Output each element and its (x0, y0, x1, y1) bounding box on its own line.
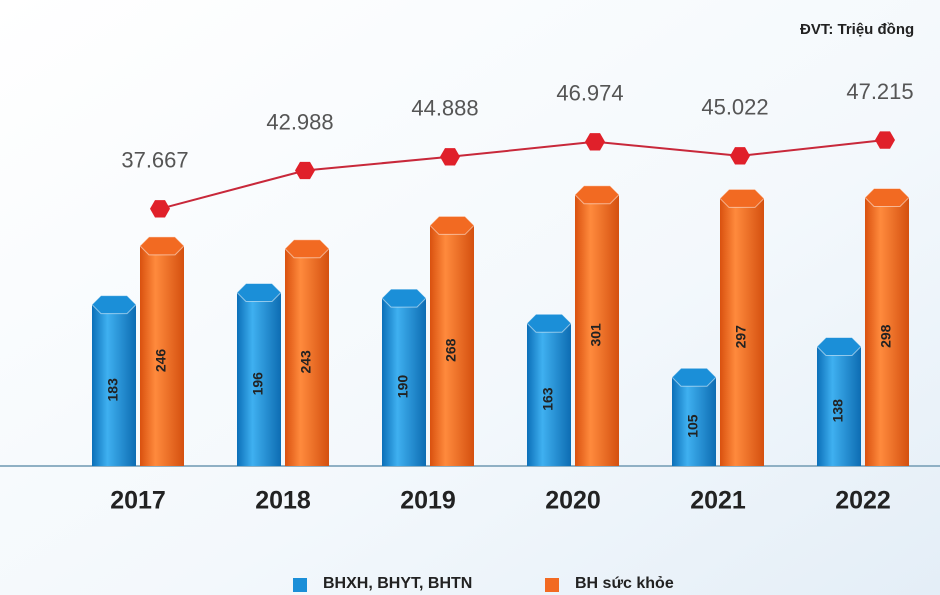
x-tick-label: 2019 (400, 487, 456, 515)
legend-label: BHXH, BHYT, BHTN (323, 575, 472, 592)
bar-value-label: 183 (105, 378, 121, 402)
bar-body (237, 292, 281, 466)
bar (284, 239, 330, 466)
bar-body (720, 198, 764, 466)
bar-value-label: 190 (395, 375, 411, 399)
bar (816, 336, 862, 466)
bar (719, 188, 765, 466)
bar-body (527, 323, 571, 466)
unit-note: ĐVT: Triệu đồng (800, 21, 914, 38)
bar-cap (139, 236, 185, 256)
bar-body (817, 346, 861, 466)
line-value-label: 47.215 (846, 79, 913, 104)
line-marker (295, 161, 315, 180)
x-tick-label: 2020 (545, 487, 601, 515)
bar (526, 313, 572, 466)
bar-cap (574, 185, 620, 205)
bar-value-label: 138 (830, 399, 846, 423)
bar (91, 295, 137, 466)
bar-value-label: 105 (685, 414, 701, 438)
bar-body (382, 298, 426, 466)
line (159, 139, 886, 210)
bar-value-label: 297 (733, 325, 749, 349)
bar (864, 187, 910, 467)
line-marker (875, 131, 895, 149)
bar-cap (671, 367, 717, 387)
x-tick-label: 2017 (110, 487, 166, 515)
line-value-label: 45.022 (701, 95, 768, 120)
line-marker (150, 200, 170, 218)
bar-value-label: 301 (588, 323, 604, 347)
bar-cap (236, 282, 282, 302)
bar-cap (91, 295, 137, 315)
bar-cap (719, 188, 765, 208)
bar (671, 367, 717, 466)
line-value-label: 42.988 (266, 109, 333, 134)
bar-value-label: 163 (540, 387, 556, 411)
line-marker (585, 133, 605, 151)
bar (139, 236, 185, 466)
bar (236, 282, 282, 466)
legend-swatch (545, 578, 559, 592)
bar-body (672, 377, 716, 466)
bar-cap (816, 336, 862, 356)
bar-cap (429, 215, 475, 235)
bar-body (865, 197, 909, 467)
legend-label: BH sức khỏe (575, 575, 674, 592)
bar-cap (526, 313, 572, 333)
bar-value-label: 196 (250, 372, 266, 396)
line-value-label: 37.667 (121, 148, 188, 173)
bar-value-label: 298 (878, 324, 894, 348)
bar-body (430, 225, 474, 466)
bar-body (140, 245, 184, 466)
bar (574, 185, 620, 466)
bar-value-label: 268 (443, 338, 459, 362)
line-marker (440, 148, 460, 166)
bar-value-label: 243 (298, 350, 314, 374)
line-value-label: 46.974 (556, 81, 623, 106)
bar (381, 288, 427, 466)
line-marker (730, 147, 750, 165)
x-tick-label: 2018 (255, 487, 311, 515)
bar-cap (864, 187, 910, 207)
bar-value-label: 246 (153, 349, 169, 373)
bar-cap (284, 239, 330, 259)
bar-body (285, 248, 329, 466)
bar (429, 215, 475, 466)
x-tick-label: 2021 (690, 487, 746, 515)
bar-body (575, 194, 619, 466)
line-value-label: 44.888 (411, 96, 478, 121)
bar-body (92, 304, 136, 466)
bar-cap (381, 288, 427, 308)
legend-swatch (293, 578, 307, 592)
x-tick-label: 2022 (835, 487, 891, 515)
